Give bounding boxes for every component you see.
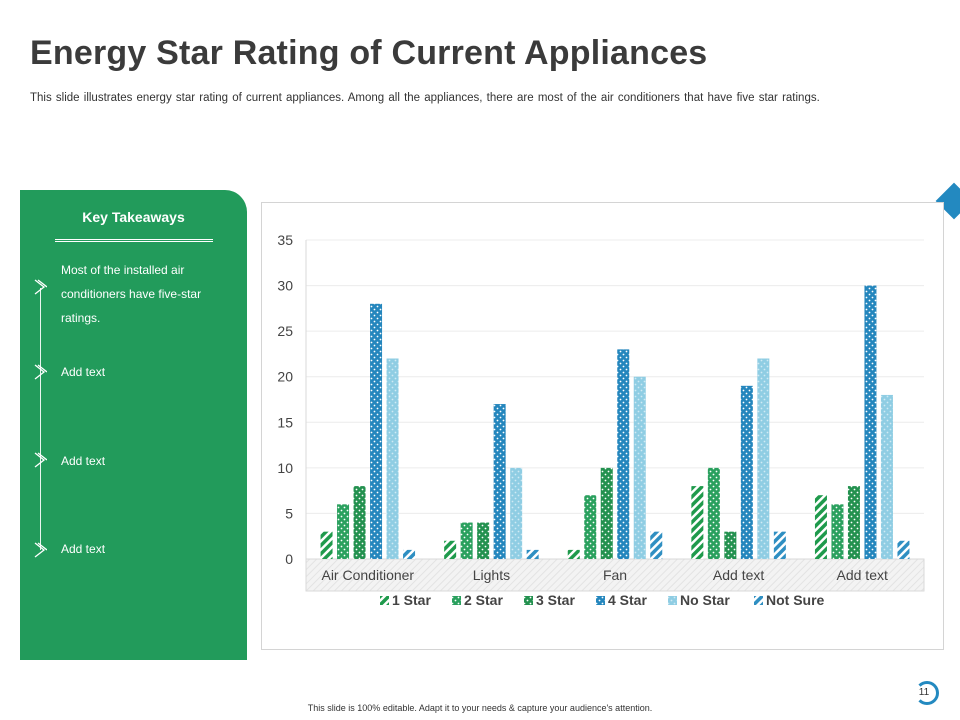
slide-title: Energy Star Rating of Current Appliances	[30, 34, 708, 72]
y-tick-label: 30	[277, 278, 293, 294]
legend-label: Not Sure	[766, 592, 825, 608]
bar	[320, 531, 333, 559]
legend-swatch	[596, 596, 605, 605]
bar	[370, 303, 383, 559]
bar	[814, 495, 827, 559]
bar	[526, 549, 539, 559]
key-takeaways-divider	[55, 239, 213, 242]
y-tick-label: 0	[285, 551, 293, 567]
x-category-label: Add text	[713, 567, 764, 583]
takeaway-item-3: Add text	[61, 454, 106, 468]
bar	[773, 531, 786, 559]
bar	[567, 549, 580, 559]
takeaway-item-4: Add text	[61, 542, 106, 556]
page-number: 11	[918, 687, 930, 698]
bar	[493, 404, 506, 559]
legend-swatch	[380, 596, 389, 605]
legend-swatch	[452, 596, 461, 605]
bar	[386, 358, 399, 559]
y-tick-label: 35	[277, 232, 293, 248]
bar	[510, 467, 523, 559]
y-tick-label: 10	[277, 460, 293, 476]
bar	[650, 531, 663, 559]
chart-container: 0 5 10 15 20 25 30 35 Air Conditioner Lights Fan Ad…	[261, 202, 944, 650]
chevron-right-icon	[34, 542, 47, 558]
y-tick-label: 25	[277, 323, 293, 339]
bar	[831, 504, 844, 559]
chevron-right-icon	[34, 279, 47, 295]
bar	[880, 394, 893, 559]
footer-note: This slide is 100% editable. Adapt it to…	[307, 703, 653, 713]
bar	[691, 486, 704, 559]
takeaway-item-1: Most of the installed air conditioners h…	[61, 263, 202, 325]
category-axis-band	[305, 558, 925, 592]
legend-swatch	[524, 596, 533, 605]
chevron-right-icon	[34, 364, 47, 380]
bar	[617, 349, 630, 559]
x-category-label: Fan	[603, 567, 627, 583]
legend-label: 4 Star	[608, 592, 647, 608]
legend-label: 1 Star	[392, 592, 431, 608]
slide-subtitle: This slide illustrates energy star ratin…	[30, 92, 820, 104]
legend-label: 2 Star	[464, 592, 503, 608]
page-number-ring	[915, 681, 939, 705]
legend-swatch	[668, 596, 677, 605]
bar	[757, 358, 770, 559]
bar	[897, 540, 910, 559]
bar-chart: 0 5 10 15 20 25 30 35 Air Conditioner Lights Fan Ad…	[277, 232, 925, 608]
y-tick-label: 20	[277, 369, 293, 385]
takeaway-item-2: Add text	[61, 365, 106, 379]
legend-label: No Star	[680, 592, 730, 608]
x-category-label: Air Conditioner	[321, 567, 414, 583]
bar	[864, 285, 877, 559]
chevron-right-icon	[34, 452, 47, 468]
x-category-label: Lights	[473, 567, 510, 583]
bar	[707, 467, 720, 559]
bar	[444, 540, 457, 559]
legend-swatch	[754, 596, 763, 605]
key-takeaways-panel: Key Takeaways Most of the installed air …	[20, 190, 247, 660]
bar	[460, 522, 473, 559]
x-category-label: Add text	[837, 567, 888, 583]
bar	[584, 495, 597, 559]
bar	[847, 486, 860, 559]
bar	[740, 385, 753, 559]
key-takeaways-title: Key Takeaways	[82, 209, 185, 225]
bar	[337, 504, 350, 559]
timeline-line	[40, 288, 41, 550]
bar	[353, 486, 366, 559]
bar	[724, 531, 737, 559]
y-tick-label: 5	[285, 505, 293, 521]
bar	[633, 376, 646, 559]
bar	[600, 467, 613, 559]
legend-label: 3 Star	[536, 592, 575, 608]
bar	[477, 522, 490, 559]
bar	[403, 549, 416, 559]
y-tick-label: 15	[277, 414, 293, 430]
